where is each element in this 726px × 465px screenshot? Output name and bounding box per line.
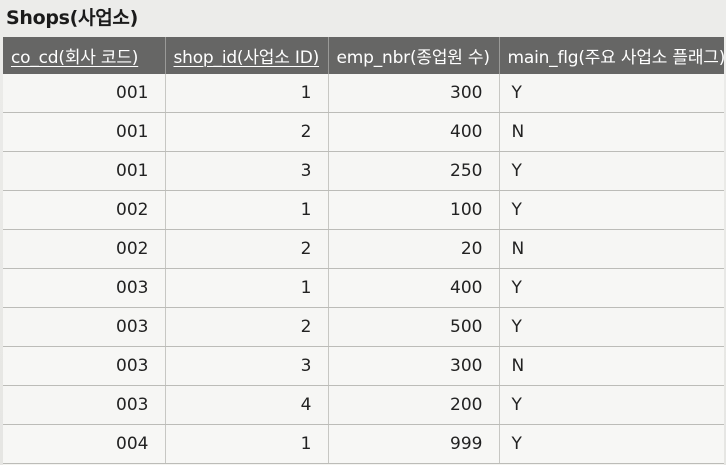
cell-emp-nbr: 500 <box>328 307 500 347</box>
cell-emp-nbr: 300 <box>328 346 500 386</box>
cell-emp-nbr: 400 <box>328 112 500 152</box>
cell-shop-id: 3 <box>165 346 329 386</box>
shops-table: co_cd(회사 코드) shop_id(사업소 ID) emp_nbr(종업원… <box>3 37 724 464</box>
cell-main-flg: Y <box>499 424 724 464</box>
table-row: 002 2 20 N <box>3 229 724 269</box>
cell-emp-nbr: 100 <box>328 190 500 230</box>
cell-main-flg: Y <box>499 268 724 308</box>
cell-main-flg: Y <box>499 151 724 191</box>
cell-co-cd: 003 <box>3 268 166 308</box>
cell-shop-id: 4 <box>165 385 329 425</box>
cell-emp-nbr: 20 <box>328 229 500 269</box>
table-row: 003 2 500 Y <box>3 307 724 347</box>
header-shop-id: shop_id(사업소 ID) <box>165 37 329 74</box>
cell-emp-nbr: 250 <box>328 151 500 191</box>
cell-main-flg: N <box>499 229 724 269</box>
table-row: 004 1 999 Y <box>3 424 724 464</box>
cell-main-flg: Y <box>499 190 724 230</box>
cell-emp-nbr: 200 <box>328 385 500 425</box>
table-row: 003 1 400 Y <box>3 268 724 308</box>
cell-shop-id: 1 <box>165 190 329 230</box>
header-row: co_cd(회사 코드) shop_id(사업소 ID) emp_nbr(종업원… <box>3 37 724 74</box>
cell-co-cd: 002 <box>3 190 166 230</box>
cell-co-cd: 001 <box>3 112 166 152</box>
table-row: 002 1 100 Y <box>3 190 724 230</box>
header-co-cd: co_cd(회사 코드) <box>3 37 166 74</box>
cell-shop-id: 1 <box>165 74 329 113</box>
cell-main-flg: N <box>499 112 724 152</box>
cell-emp-nbr: 400 <box>328 268 500 308</box>
cell-shop-id: 2 <box>165 112 329 152</box>
cell-co-cd: 002 <box>3 229 166 269</box>
cell-main-flg: Y <box>499 385 724 425</box>
table-row: 003 4 200 Y <box>3 385 724 425</box>
cell-shop-id: 2 <box>165 307 329 347</box>
cell-emp-nbr: 300 <box>328 74 500 113</box>
header-co-cd-label: co_cd(회사 코드) <box>11 48 139 68</box>
header-emp-nbr-label: emp_nbr(종업원 수) <box>336 48 490 68</box>
cell-shop-id: 1 <box>165 424 329 464</box>
cell-main-flg: Y <box>499 74 724 113</box>
cell-main-flg: N <box>499 346 724 386</box>
cell-co-cd: 003 <box>3 385 166 425</box>
header-shop-id-label: shop_id(사업소 ID) <box>173 48 320 68</box>
cell-shop-id: 1 <box>165 268 329 308</box>
cell-co-cd: 001 <box>3 74 166 113</box>
table-row: 001 1 300 Y <box>3 74 724 113</box>
cell-co-cd: 004 <box>3 424 166 464</box>
cell-co-cd: 003 <box>3 346 166 386</box>
table-header: co_cd(회사 코드) shop_id(사업소 ID) emp_nbr(종업원… <box>3 37 724 74</box>
cell-main-flg: Y <box>499 307 724 347</box>
cell-shop-id: 2 <box>165 229 329 269</box>
header-emp-nbr: emp_nbr(종업원 수) <box>328 37 500 74</box>
cell-shop-id: 3 <box>165 151 329 191</box>
table-row: 001 3 250 Y <box>3 151 724 191</box>
cell-emp-nbr: 999 <box>328 424 500 464</box>
table-row: 003 3 300 N <box>3 346 724 386</box>
table-body: 001 1 300 Y 001 2 400 N 001 3 250 Y <box>3 74 724 464</box>
header-main-flg-label: main_flg(주요 사업소 플래그) <box>507 48 725 68</box>
header-main-flg: main_flg(주요 사업소 플래그) <box>499 37 724 74</box>
cell-co-cd: 001 <box>3 151 166 191</box>
table-title: Shops(사업소) <box>6 7 138 29</box>
table-row: 001 2 400 N <box>3 112 724 152</box>
shops-table-container: co_cd(회사 코드) shop_id(사업소 ID) emp_nbr(종업원… <box>3 37 724 465</box>
cell-co-cd: 003 <box>3 307 166 347</box>
